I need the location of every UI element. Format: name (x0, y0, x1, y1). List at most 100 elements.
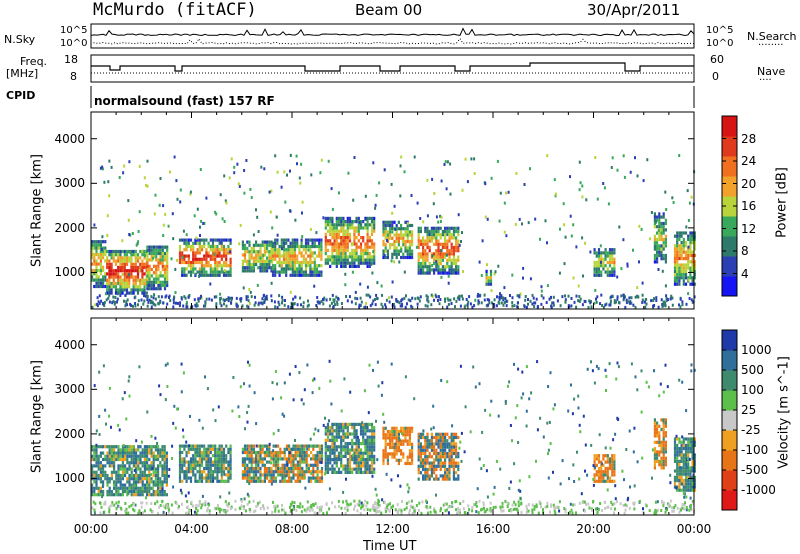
echo-cell (435, 477, 438, 481)
echo-cell (155, 264, 158, 268)
echo-cell (600, 466, 603, 471)
echo-cell (252, 444, 255, 448)
echo-cell (91, 483, 94, 487)
echo-cell (285, 273, 288, 277)
echo-cell (448, 226, 451, 230)
echo-cell (193, 214, 196, 218)
echo-cell (450, 445, 453, 449)
echo-cell (600, 257, 603, 261)
echo-cell (370, 464, 374, 468)
echo-cell (333, 300, 336, 304)
echo-cell (658, 250, 661, 254)
echo-cell (366, 451, 369, 455)
echo-cell (536, 305, 539, 308)
echo-cell (458, 243, 461, 247)
echo-cell (200, 238, 204, 242)
echo-cell (310, 444, 313, 448)
echo-cell (411, 230, 414, 234)
echo-cell (395, 445, 398, 450)
echo-cell (116, 292, 119, 296)
echo-cell (386, 429, 389, 434)
echo-cell (433, 458, 436, 462)
echo-cell (294, 457, 297, 461)
echo-cell (355, 422, 358, 426)
echo-cell (229, 248, 232, 252)
echo-cell (307, 470, 310, 474)
echo-cell (589, 301, 592, 305)
echo-cell (584, 241, 587, 245)
echo-cell (331, 236, 334, 240)
echo-cell (452, 271, 455, 275)
echo-cell (382, 233, 385, 237)
echo-cell (211, 463, 215, 467)
echo-cell (398, 260, 401, 264)
echo-cell (95, 262, 98, 266)
echo-cell (194, 251, 197, 255)
echo-cell (402, 455, 405, 459)
echo-cell (313, 273, 316, 277)
echo-cell (316, 460, 319, 464)
echo-cell (320, 447, 324, 451)
echo-cell (366, 429, 369, 433)
echo-cell (95, 246, 98, 250)
echo-cell (135, 486, 138, 490)
echo-cell (417, 271, 420, 275)
echo-cell (481, 507, 484, 511)
echo-cell (576, 450, 578, 454)
echo-cell (326, 261, 330, 265)
echo-cell (326, 435, 330, 439)
echo-cell (307, 444, 310, 448)
echo-cell (163, 470, 166, 474)
echo-cell (165, 457, 168, 462)
echo-cell (462, 270, 464, 273)
echo-cell (340, 229, 343, 233)
echo-cell (579, 297, 582, 301)
echo-cell (353, 432, 356, 436)
echo-cell (117, 265, 120, 270)
echo-cell (106, 278, 109, 282)
echo-cell (161, 261, 164, 265)
echo-cell (318, 444, 321, 448)
echo-cell (240, 498, 243, 501)
echo-cell (673, 247, 677, 251)
echo-cell (285, 270, 288, 274)
echo-cell (257, 301, 260, 305)
echo-cell (121, 256, 124, 260)
echo-cell (205, 264, 208, 268)
echo-cell (691, 456, 694, 460)
echo-cell (110, 464, 113, 468)
echo-cell (335, 464, 338, 468)
echo-cell (99, 240, 102, 244)
echo-cell (183, 238, 186, 242)
echo-cell (259, 460, 262, 464)
echo-cell (602, 476, 605, 480)
echo-cell (239, 223, 242, 227)
echo-cell (179, 200, 182, 204)
echo-cell (455, 271, 458, 275)
echo-cell (108, 293, 111, 297)
echo-cell (342, 261, 345, 265)
echo-cell (130, 259, 133, 263)
echo-cell (152, 480, 155, 484)
echo-cell (108, 451, 111, 455)
echo-cell (417, 432, 420, 436)
echo-cell (139, 480, 142, 484)
echo-cell (155, 255, 158, 259)
echo-cell (676, 443, 679, 447)
echo-cell (448, 477, 451, 481)
echo-cell (489, 279, 493, 283)
echo-cell (225, 460, 228, 464)
echo-cell (455, 239, 458, 243)
echo-cell (374, 487, 377, 491)
echo-cell (329, 229, 332, 233)
echo-cell (594, 156, 597, 159)
echo-cell (691, 475, 694, 479)
echo-cell (249, 187, 252, 191)
echo-cell (155, 267, 158, 272)
echo-cell (688, 201, 691, 205)
echo-cell (99, 243, 102, 247)
echo-cell (146, 287, 149, 291)
echo-cell (257, 479, 260, 483)
echo-cell (126, 298, 129, 302)
echo-cell (691, 479, 694, 483)
